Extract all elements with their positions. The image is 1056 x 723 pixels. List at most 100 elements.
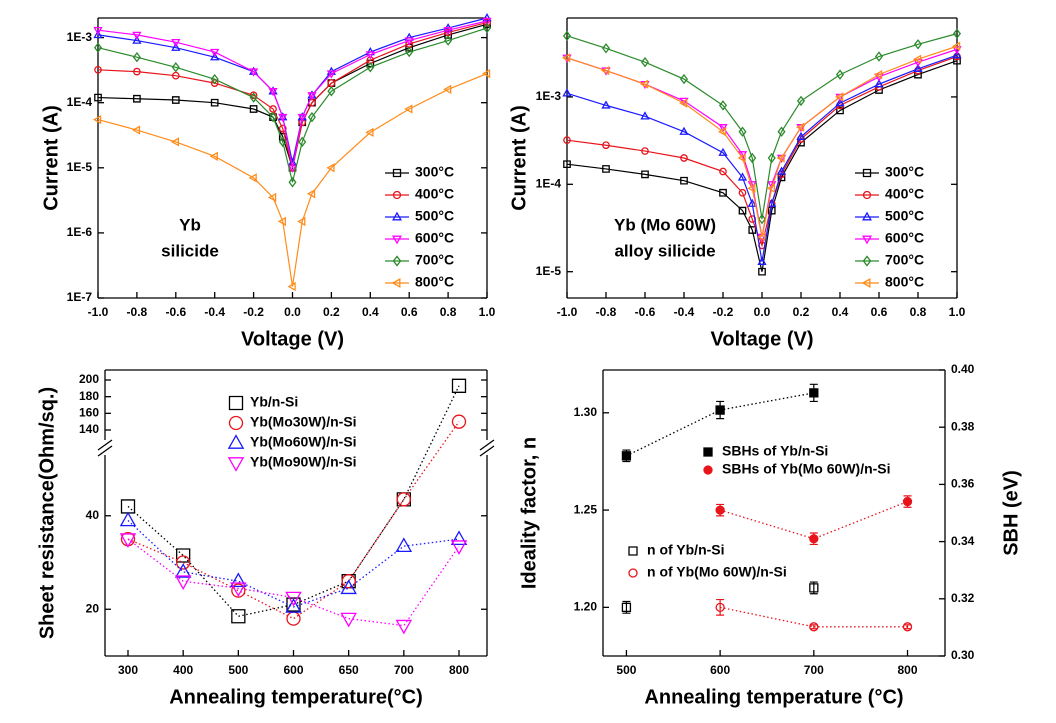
y-tick-label: 1.25 <box>574 502 598 516</box>
marker <box>747 198 757 207</box>
marker <box>482 22 492 34</box>
marker <box>913 39 923 50</box>
marker <box>756 232 766 242</box>
legend-marker <box>703 447 713 457</box>
marker <box>641 170 649 179</box>
marker <box>405 46 414 58</box>
series-line <box>566 33 958 220</box>
marker <box>366 62 375 73</box>
x-tick-label: 0.6 <box>401 305 418 319</box>
axis-break <box>479 439 495 451</box>
marker <box>451 378 467 393</box>
x-axis-title: Voltage (V) <box>711 328 814 350</box>
marker <box>443 84 452 95</box>
x-tick-label: 0.8 <box>910 305 927 319</box>
x-tick-label: 0.0 <box>284 305 301 319</box>
y2-axis-title: SBH (eV) <box>1000 470 1022 556</box>
marker <box>297 113 307 123</box>
marker <box>912 54 922 64</box>
x-axis-title: Annealing temperature (°C) <box>644 686 903 708</box>
y-tick-label: 1E-5 <box>67 160 93 174</box>
marker <box>133 94 141 103</box>
legend-label: 300°C <box>415 164 454 180</box>
series-line <box>97 73 488 287</box>
marker <box>738 188 747 197</box>
marker <box>174 563 192 578</box>
error-bar <box>716 598 725 616</box>
marker <box>298 136 307 148</box>
legend-marker <box>391 278 401 288</box>
annotation: Yb (Mo 60W) <box>614 215 716 234</box>
legend-label: Yb/n-Si <box>250 394 298 410</box>
marker <box>680 176 688 185</box>
marker <box>902 622 913 632</box>
x-tick-label: -0.4 <box>674 305 695 319</box>
marker <box>834 92 844 102</box>
marker <box>757 213 767 225</box>
legend-marker <box>392 235 402 245</box>
marker <box>680 154 688 162</box>
marker <box>230 582 247 598</box>
marker <box>563 160 571 169</box>
marker <box>767 206 776 215</box>
x-tick-label: 1.0 <box>949 305 966 319</box>
legend-label: n of Yb(Mo 60W)/n-Si <box>647 564 787 580</box>
marker <box>249 92 258 103</box>
marker <box>176 555 191 570</box>
y-tick-label: 0.30 <box>951 648 975 662</box>
marker <box>94 93 102 102</box>
marker <box>268 88 278 97</box>
marker <box>809 534 819 544</box>
marker <box>286 611 301 626</box>
marker <box>171 62 180 73</box>
marker <box>119 511 137 527</box>
series-line <box>719 606 908 628</box>
marker <box>737 172 748 181</box>
marker <box>287 281 296 292</box>
x-tick-label: 0.6 <box>871 305 888 319</box>
marker <box>679 126 689 135</box>
y-axis-title: Sheet resistance(Ohm/sq.) <box>36 387 58 639</box>
error-bar <box>809 624 818 630</box>
legend-label: 700°C <box>415 252 454 268</box>
marker <box>133 67 141 76</box>
marker <box>600 65 610 76</box>
marker <box>93 42 103 53</box>
axis-break <box>97 439 113 451</box>
legend-marker <box>861 278 871 288</box>
marker <box>231 583 246 598</box>
marker <box>621 602 632 613</box>
y-tick-label: 1E-3 <box>536 89 562 103</box>
marker <box>718 124 728 133</box>
legend-marker <box>227 457 245 472</box>
x-tick-label: 300 <box>118 663 138 677</box>
marker <box>776 166 787 175</box>
marker <box>297 216 306 227</box>
y-tick-label: 1.30 <box>574 405 598 419</box>
marker <box>952 50 962 59</box>
legend-marker <box>703 465 713 475</box>
series-line <box>566 54 958 262</box>
marker <box>288 177 297 188</box>
marker <box>248 68 259 77</box>
y-tick-label: 0.38 <box>951 419 975 433</box>
marker <box>326 70 337 79</box>
x-axis-title: Annealing temperature(°C) <box>169 686 423 708</box>
marker <box>307 92 317 101</box>
y-tick-label: 0.36 <box>951 477 975 491</box>
marker <box>306 189 316 199</box>
series-line <box>97 27 488 183</box>
x-tick-label: -0.6 <box>165 305 186 319</box>
x-tick-label: 0.0 <box>754 305 771 319</box>
x-tick-label: 800 <box>898 663 918 677</box>
x-tick-label: 0.8 <box>440 305 457 319</box>
marker <box>836 106 844 115</box>
series-line <box>97 17 488 163</box>
marker <box>340 612 357 628</box>
legend-label: SBHs of Yb(Mo 60W)/n-Si <box>722 461 891 477</box>
marker <box>395 537 413 553</box>
x-tick-label: -0.8 <box>596 305 617 319</box>
marker <box>396 492 411 507</box>
marker <box>450 540 468 555</box>
legend-marker <box>228 395 244 411</box>
